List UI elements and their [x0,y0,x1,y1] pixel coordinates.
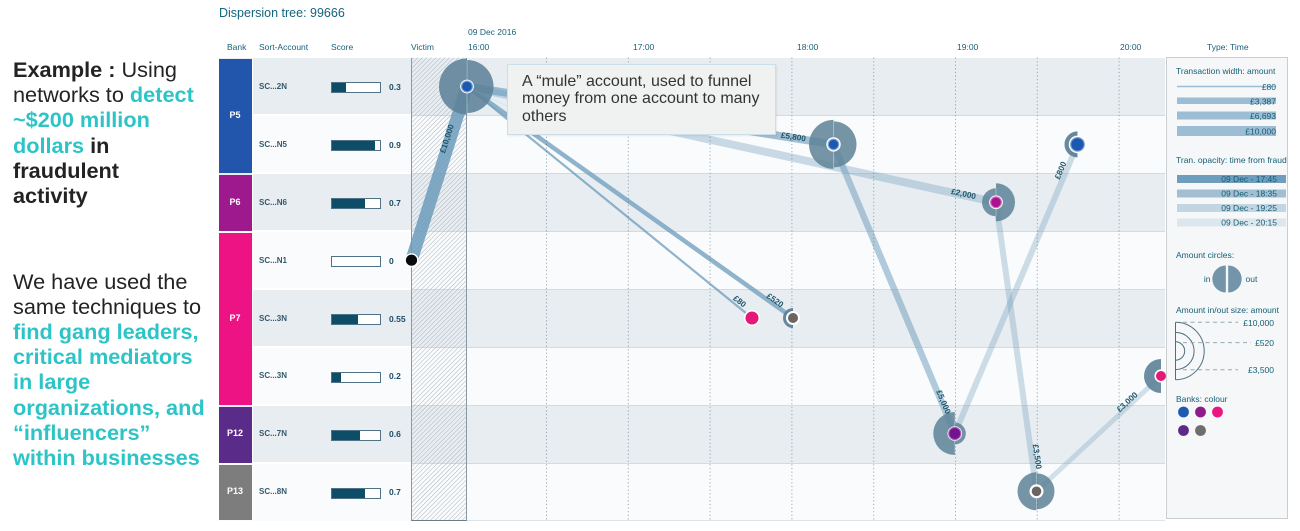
svg-text:£3,387: £3,387 [1250,96,1276,106]
svg-text:Transaction width: amount: Transaction width: amount [1176,66,1276,76]
svg-text:in: in [1204,274,1211,284]
svg-text:out: out [1246,274,1258,284]
svg-text:Amount circles:: Amount circles: [1176,250,1234,260]
svg-text:£520: £520 [1255,338,1274,348]
svg-text:£80: £80 [1262,82,1276,92]
svg-text:Banks: colour: Banks: colour [1176,394,1228,404]
svg-text:£3,500: £3,500 [1031,444,1043,470]
svg-text:£5,000: £5,000 [934,389,952,416]
svg-text:£3,500: £3,500 [1248,365,1274,375]
svg-text:09 Dec - 18:35: 09 Dec - 18:35 [1221,189,1277,199]
svg-text:£10,000: £10,000 [1243,318,1274,328]
svg-text:£6,693: £6,693 [1250,111,1276,121]
svg-text:Tran. opacity: time from fraud: Tran. opacity: time from fraud [1176,155,1287,165]
svg-text:£10,000: £10,000 [1245,127,1276,137]
svg-text:Amount in/out size: amount: Amount in/out size: amount [1176,305,1280,315]
svg-text:09 Dec - 19:25: 09 Dec - 19:25 [1221,203,1277,213]
svg-text:£5,800: £5,800 [780,131,807,144]
svg-text:£80: £80 [731,294,748,310]
svg-text:09 Dec - 20:15: 09 Dec - 20:15 [1221,218,1277,228]
svg-text:09 Dec - 17:45: 09 Dec - 17:45 [1221,174,1277,184]
